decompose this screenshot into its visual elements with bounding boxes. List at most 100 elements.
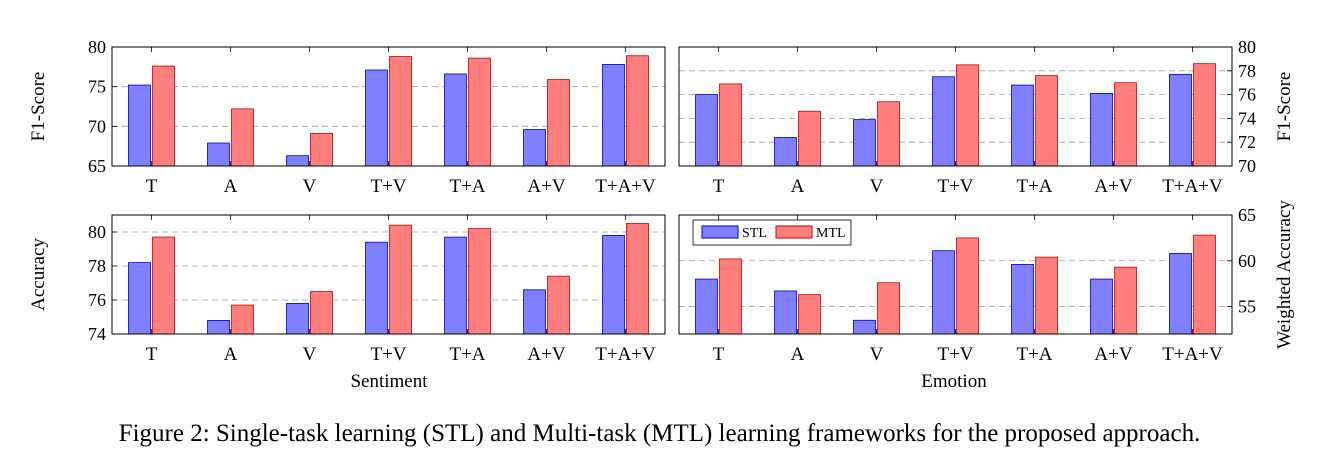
- y-tick-label: 65: [88, 156, 106, 176]
- y-tick-label: 80: [88, 37, 106, 57]
- y-tick-label: 78: [88, 256, 106, 276]
- x-tick-label: A+V: [527, 344, 565, 365]
- x-tick-label: T+A+V: [1162, 176, 1223, 197]
- bar-mtl: [719, 258, 742, 335]
- bar-stl: [602, 64, 625, 167]
- legend: STL MTL: [692, 219, 852, 246]
- bar-mtl: [719, 83, 742, 167]
- y-tick-label: 75: [88, 77, 106, 97]
- bar-stl: [1090, 93, 1113, 167]
- bar-stl: [286, 302, 309, 335]
- bar-mtl: [1035, 75, 1058, 167]
- bar-stl: [1169, 73, 1192, 167]
- bar-stl: [523, 289, 546, 335]
- plot-frame: [678, 46, 1233, 167]
- x-tick-label: T+A+V: [595, 344, 656, 365]
- bar-mtl: [956, 237, 979, 335]
- y-tick-label: 70: [88, 116, 106, 136]
- bar-stl: [1090, 278, 1113, 335]
- y-axis-label: F1-Score: [28, 72, 49, 142]
- y-tick-label: 78: [1238, 61, 1256, 81]
- legend-swatch-stl: [701, 225, 739, 239]
- y-tick-label: 80: [1238, 37, 1256, 57]
- y-tick-label: 72: [1238, 132, 1256, 152]
- bar-mtl: [547, 275, 570, 335]
- bar-stl: [1169, 253, 1192, 335]
- x-tick-label: T+A: [449, 176, 485, 197]
- sentiment-f1-panel: T A V T+V T+A A+V T+A+V 65 70 75 80 F1-Score: [28, 37, 666, 197]
- x-tick-label: A+V: [1094, 344, 1132, 365]
- y-axis-label: Accuracy: [28, 238, 49, 311]
- bar-mtl: [468, 228, 491, 335]
- bar-stl: [207, 319, 230, 335]
- bar-stl: [1011, 264, 1034, 335]
- plot-frame: [678, 214, 1233, 335]
- bar-mtl: [152, 65, 175, 167]
- x-tick-label: T+A: [1016, 344, 1052, 365]
- x-tick-label: T: [713, 176, 725, 197]
- bar-mtl: [877, 282, 900, 335]
- x-tick-label: T+V: [937, 176, 973, 197]
- sentiment-accuracy-panel: T A V T+V T+A A+V T+A+V 74 76 78 80 Accuracy: [28, 214, 666, 365]
- bar-mtl: [310, 133, 333, 167]
- plot-frame: [111, 214, 666, 335]
- bar-stl: [444, 236, 467, 335]
- y-tick-label: 55: [1238, 297, 1256, 317]
- x-tick-label: V: [303, 344, 317, 365]
- figure: T A V T+V T+A A+V T+A+V 65 70 75 80 F1-Score T A V T+V…: [28, 37, 1295, 392]
- bar-mtl: [389, 224, 412, 335]
- x-tick-label: V: [303, 176, 317, 197]
- sentiment-group-label: Sentiment: [350, 371, 428, 392]
- x-tick-label: A+V: [1094, 176, 1132, 197]
- y-tick-label: 76: [1238, 85, 1256, 105]
- emotion-weighted-accuracy-panel: T A V T+V T+A A+V T+A+V 55 60 65 Weighted Accuracy: [678, 200, 1295, 365]
- bar-mtl: [547, 79, 570, 167]
- bar-mtl: [877, 101, 900, 167]
- bar-stl: [932, 250, 955, 335]
- x-tick-label: T: [146, 344, 158, 365]
- bar-mtl: [1193, 63, 1216, 167]
- x-tick-label: T+A+V: [595, 176, 656, 197]
- bar-mtl: [1114, 82, 1137, 167]
- bar-stl: [932, 76, 955, 167]
- bar-mtl: [1193, 234, 1216, 335]
- bar-mtl: [468, 57, 491, 167]
- bar-stl: [695, 278, 718, 335]
- y-axis-label: Weighted Accuracy: [1274, 200, 1295, 349]
- bar-mtl: [152, 236, 175, 335]
- y-tick-label: 74: [88, 324, 106, 344]
- x-tick-label: T+V: [370, 176, 406, 197]
- bar-mtl: [231, 304, 254, 335]
- bar-mtl: [389, 56, 412, 167]
- bar-stl: [444, 73, 467, 167]
- bar-stl: [128, 262, 151, 335]
- bar-mtl: [798, 110, 821, 167]
- x-tick-label: V: [870, 344, 884, 365]
- bar-stl: [523, 129, 546, 167]
- y-tick-label: 80: [88, 222, 106, 242]
- bar-mtl: [1114, 266, 1137, 335]
- x-tick-label: A+V: [527, 176, 565, 197]
- legend-label-mtl: MTL: [816, 226, 846, 241]
- x-tick-label: T+V: [370, 344, 406, 365]
- bar-stl: [286, 155, 309, 167]
- bar-stl: [774, 137, 797, 167]
- figure-caption: Figure 2: Single-task learning (STL) and…: [118, 420, 1201, 447]
- legend-swatch-mtl: [775, 225, 813, 239]
- x-tick-label: T: [146, 176, 158, 197]
- bar-mtl: [626, 55, 649, 167]
- y-tick-label: 70: [1238, 156, 1256, 176]
- bar-mtl: [956, 64, 979, 167]
- x-tick-label: T: [713, 344, 725, 365]
- bar-stl: [774, 290, 797, 335]
- x-tick-label: T+A+V: [1162, 344, 1223, 365]
- bar-stl: [853, 119, 876, 167]
- bar-stl: [853, 319, 876, 335]
- bar-mtl: [626, 223, 649, 335]
- y-tick-label: 60: [1238, 251, 1256, 271]
- y-tick-label: 65: [1238, 205, 1256, 225]
- legend-label-stl: STL: [742, 226, 767, 241]
- x-tick-label: T+A: [1016, 176, 1052, 197]
- emotion-f1-panel: T A V T+V T+A A+V T+A+V 70 72 74 76 78 80 F1-Score: [678, 37, 1295, 197]
- bar-mtl: [310, 291, 333, 335]
